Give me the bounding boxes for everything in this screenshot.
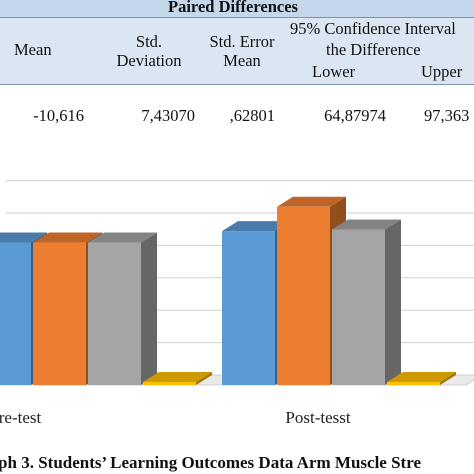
bar-side [141,232,157,385]
value-std-deviation: 7,43070 [141,106,195,125]
bar-top [88,232,157,243]
table-body-band [0,85,474,152]
bar [332,219,401,385]
bar-top [387,372,456,382]
bar [88,232,157,385]
value-mean: -10,616 [33,106,84,125]
paired-samples-table: Paired Differences Mean Std. Deviation S… [0,0,474,152]
header-ci-upper: Upper [421,62,463,81]
table-title: Paired Differences [168,0,298,16]
bar-front [143,382,196,385]
bar-top [332,219,401,230]
bar [387,372,456,385]
header-std-error-mean-line1: Std. Error [209,32,275,51]
bar-front [332,229,385,385]
bar-chart: re-test Post-tesst [0,176,474,453]
bar-front [33,242,86,385]
bar-side [196,372,212,385]
header-ci-lower: Lower [312,62,356,81]
table-header-band [0,18,474,85]
bars [0,196,456,385]
figure-caption: raph 3. Students’ Learning Outcomes Data… [0,453,421,472]
table-title-band [0,0,474,18]
bar-front [88,242,141,385]
bar-front [387,382,440,385]
header-std-deviation-line2: Deviation [116,51,182,70]
bar-top [143,372,212,382]
bar-top [33,232,102,243]
value-ci-upper: 97,363 [424,106,470,125]
bar-side [440,372,456,385]
bar-top [0,232,47,243]
bar-top [222,221,291,232]
header-ci-line2: the Difference [326,40,421,59]
bar-chart-svg: re-test Post-tesst [0,180,474,427]
header-std-error-mean-line2: Mean [223,51,261,70]
header-mean: Mean [14,40,52,59]
bar-front [0,242,31,385]
category-labels: re-test Post-tesst [0,408,351,427]
bar-front [222,231,275,385]
bar-top [277,196,346,207]
header-ci-line1: 95% Confidence Interval [290,19,456,38]
category-label: re-test [0,408,42,427]
value-std-error-mean: ,62801 [229,106,275,125]
bar [143,372,212,385]
category-label: Post-tesst [285,408,350,427]
value-ci-lower: 64,87974 [324,106,386,125]
bar-side [385,219,401,385]
header-std-deviation-line1: Std. [135,32,163,51]
bar-front [277,206,330,385]
